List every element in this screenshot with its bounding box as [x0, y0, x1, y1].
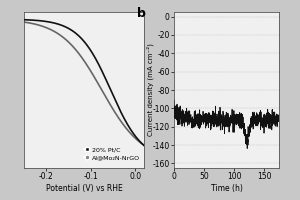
X-axis label: Potential (V) vs RHE: Potential (V) vs RHE: [46, 184, 122, 193]
Text: b: b: [137, 7, 146, 20]
Legend: 20% Pt/C, Al@Mo₂N-NrGO: 20% Pt/C, Al@Mo₂N-NrGO: [83, 146, 141, 162]
X-axis label: Time (h): Time (h): [211, 184, 242, 193]
Y-axis label: Current density (mA cm⁻²): Current density (mA cm⁻²): [146, 44, 154, 136]
